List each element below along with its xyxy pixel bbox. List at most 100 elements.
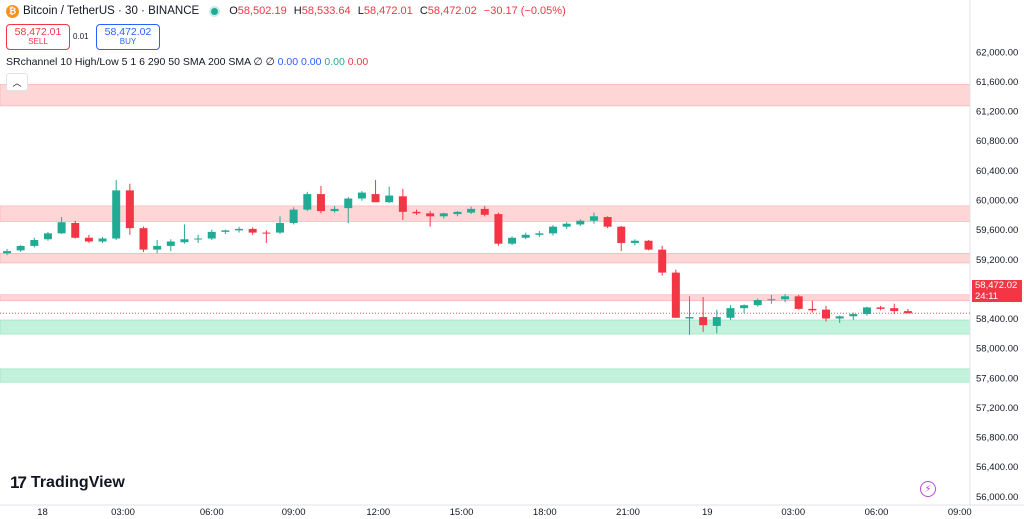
collapse-legend-button[interactable]: ︿ [6,73,28,91]
candle-body [630,240,639,243]
high-value: 58,533.64 [301,5,351,17]
candle-body [699,317,708,326]
y-tick-label: 61,200.00 [976,107,1018,118]
candle-body [562,223,571,227]
candle-body [221,230,230,232]
candle-body [344,198,353,209]
candle-body [153,245,162,250]
candle-body [549,226,557,234]
x-tick-label: 09:00 [282,507,306,518]
y-tick-label: 60,400.00 [976,166,1018,177]
sell-price: 58,472.01 [14,26,62,38]
x-tick-label: 12:00 [366,507,390,518]
candle-body [180,239,189,243]
candle-body [125,190,134,229]
y-tick-label: 59,600.00 [976,225,1018,236]
candle-body [589,216,598,221]
candle-body [453,211,462,215]
y-tick-label: 62,000.00 [976,47,1018,58]
indicator-value-2: ∅ [265,56,275,68]
y-tick-label: 57,600.00 [976,373,1018,384]
candle-body [862,307,871,315]
x-tick-label: 18 [37,507,48,518]
chevron-up-icon: ︿ [12,77,22,88]
candle-body [16,245,25,251]
candle-body [508,237,517,244]
sell-button[interactable]: 58,472.01 SELL [6,24,70,50]
candle-body [671,272,680,318]
bar-countdown: 24:11 [975,291,999,302]
candle-body [357,192,366,199]
lightning-icon[interactable]: ⚡ [920,481,936,497]
tradingview-logo[interactable]: 17 TradingView [10,473,125,493]
y-tick-label: 58,400.00 [976,314,1018,325]
candle-body [30,240,39,246]
candle-body [426,213,435,217]
candle-body [685,317,694,319]
y-tick-label: 56,400.00 [976,462,1018,473]
candle-body [658,249,667,273]
sr-zone-resistance [0,253,971,264]
tradingview-mark-icon: 17 [10,473,27,492]
candle-body [890,308,899,312]
sr-zone-support [0,368,971,383]
sr-zone-resistance [0,84,971,107]
candle-body [521,234,530,238]
x-tick-label: 18:00 [533,507,557,518]
market-status-icon[interactable] [209,5,221,17]
candle-body [3,251,11,254]
candle-body [903,311,912,314]
y-tick-label: 60,800.00 [976,136,1018,147]
x-tick-label: 06:00 [865,507,889,518]
indicator-legend[interactable]: SRchannel 10 High/Low 5 1 6 290 50 SMA 2… [6,56,368,68]
candle-body [207,231,216,239]
indicator-value-6: 0.00 [347,56,369,68]
x-tick-label: 19 [702,507,713,518]
y-tick-label: 60,000.00 [976,196,1018,207]
indicator-value-4: 0.00 [301,56,322,68]
buy-price: 58,472.02 [104,26,152,38]
candle-body [726,308,735,318]
candle-body [43,233,52,240]
indicator-value-3: 0.00 [277,56,299,68]
candle-body [439,213,448,217]
candle-body [316,194,325,212]
ohlc-values: O58,502.19 H58,533.64 L58,472.01 C58,472… [229,5,566,17]
candle-body [235,228,244,231]
x-tick-label: 21:00 [616,507,640,518]
change-value: −30.17 (−0.05%) [483,5,566,17]
candle-body [289,209,298,223]
candle-body [166,241,175,246]
candle-body [644,240,653,250]
candle-body [617,226,626,243]
candle-body [467,208,476,213]
symbol-title[interactable]: Bitcoin / TetherUS · 30 · BINANCE [23,5,200,17]
x-tick-label: 15:00 [450,507,474,518]
bitcoin-icon: ₿ [6,4,19,18]
candle-body [194,238,203,240]
close-value: 58,472.02 [427,5,477,17]
candle-body [835,316,844,319]
candle-body [767,299,776,301]
candle-body [849,314,858,317]
candle-body [98,238,107,242]
x-tick-label: 03:00 [781,507,805,518]
candle-body [398,196,407,212]
candle-body [71,222,80,238]
buy-button[interactable]: 58,472.02 BUY [96,24,160,50]
buy-label: BUY [119,37,137,46]
x-tick-label: 03:00 [111,507,135,518]
candle-body [876,307,885,309]
candle-body [781,296,790,300]
y-tick-label: 56,000.00 [976,492,1018,503]
spread-value: 0.01 [73,32,89,41]
last-price-value: 58,472.02 [975,280,1018,291]
indicator-name: SRchannel 10 High/Low 5 1 6 290 50 SMA 2… [6,56,251,68]
candle-body [303,194,312,210]
low-value: 58,472.01 [363,5,413,17]
sr-zone-support [0,319,971,335]
candle-body [712,317,721,326]
y-tick-label: 61,600.00 [976,77,1018,88]
y-tick-label: 58,000.00 [976,344,1018,355]
